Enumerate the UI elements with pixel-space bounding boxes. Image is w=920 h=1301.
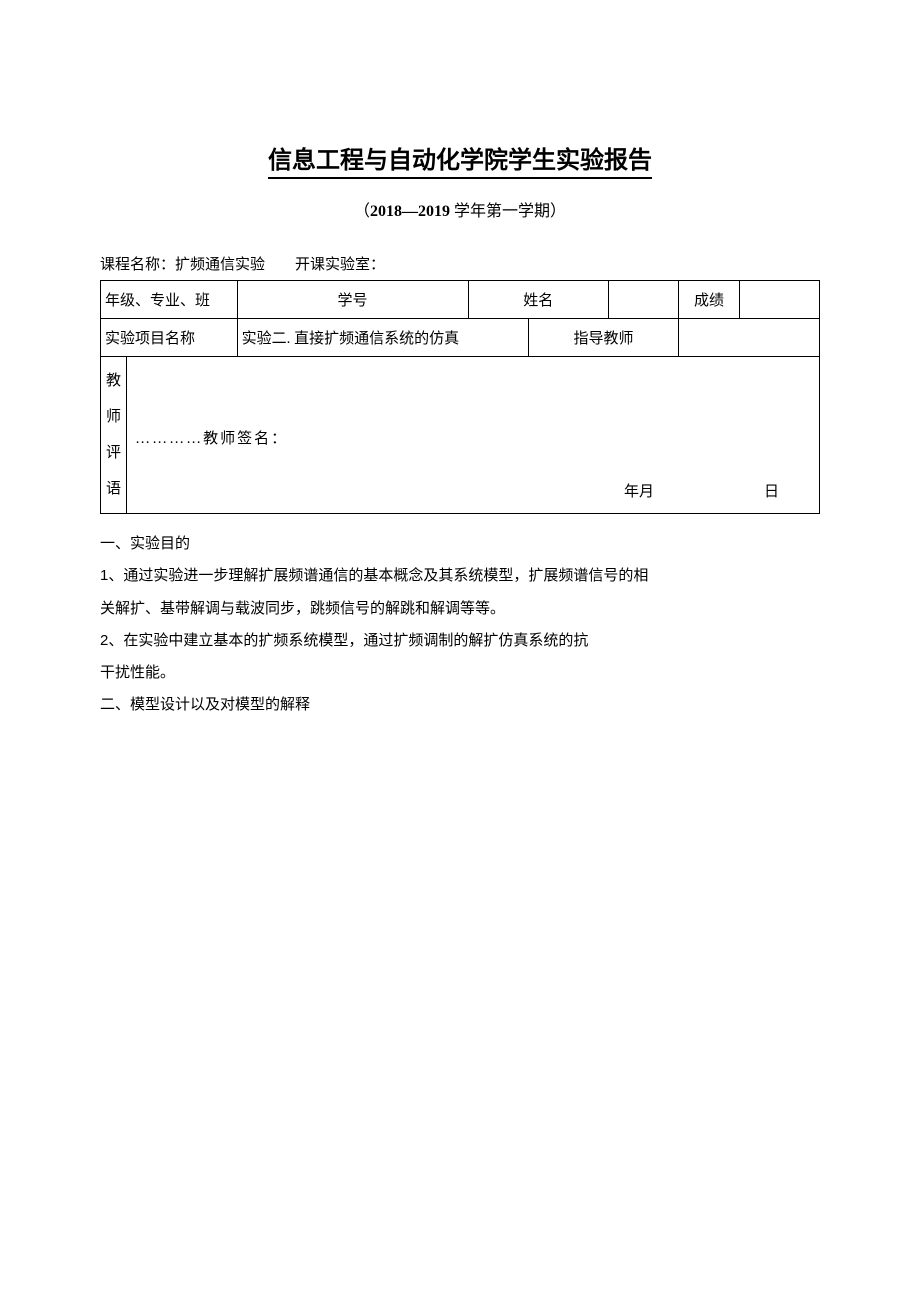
paragraph-text: 、在实验中建立基本的扩频系统模型，通过扩频调制的解扩仿真系统的抗 [108, 633, 588, 649]
cell-comment-label: 教 师 评 语 [101, 357, 127, 514]
cell-advisor-label: 指导教师 [528, 319, 679, 357]
paragraph: 干扰性能。 [100, 657, 820, 689]
lab-label: 开课实验室： [295, 257, 385, 273]
subtitle-suffix: 学年第一学期） [450, 203, 566, 220]
table-row: 年级、专业、班 学号 姓名 成绩 [101, 281, 820, 319]
vchar: 评 [106, 445, 121, 461]
cell-name-label: 姓名 [468, 281, 609, 319]
cell-score-value [739, 281, 819, 319]
cell-project-label: 实验项目名称 [101, 319, 238, 357]
signature-line: …………教师签名： [135, 427, 288, 448]
meta-line: 课程名称：扩频通信实验 开课实验室： [100, 253, 820, 274]
paragraph-text: 、通过实验进一步理解扩展频谱通信的基本概念及其系统模型，扩展频谱信号的相 [108, 568, 648, 584]
subtitle-years: 2018—2019 [370, 203, 450, 220]
subtitle: （2018—2019 学年第一学期） [100, 197, 820, 221]
cell-score-label: 成绩 [679, 281, 739, 319]
subtitle-prefix: （ [354, 203, 370, 220]
vchar: 教 [106, 373, 121, 389]
paragraph: 关解扩、基带解调与载波同步，跳频信号的解跳和解调等等。 [100, 593, 820, 625]
table-row: 教 师 评 语 …………教师签名： 年月 日 [101, 357, 820, 514]
vchar: 语 [106, 481, 121, 497]
date-line: 年月 日 [624, 480, 779, 501]
document-page: 信息工程与自动化学院学生实验报告 （2018—2019 学年第一学期） 课程名称… [0, 0, 920, 1301]
section-2-head: 二、模型设计以及对模型的解释 [100, 689, 820, 721]
paragraph: 2、在实验中建立基本的扩频系统模型，通过扩频调制的解扩仿真系统的抗 [100, 625, 820, 657]
title-wrap: 信息工程与自动化学院学生实验报告 [100, 140, 820, 179]
cell-project-name: 实验二. 直接扩频通信系统的仿真 [237, 319, 528, 357]
report-table: 年级、专业、班 学号 姓名 成绩 实验项目名称 实验二. 直接扩频通信系统的仿真… [100, 280, 820, 514]
course-label: 课程名称： [100, 257, 175, 273]
body-text: 一、实验目的 1、通过实验进一步理解扩展频谱通信的基本概念及其系统模型，扩展频谱… [100, 528, 820, 722]
cell-grade-label: 年级、专业、班 [101, 281, 238, 319]
cell-comment-body: …………教师签名： 年月 日 [127, 357, 820, 514]
cell-studentid-label: 学号 [237, 281, 468, 319]
page-title: 信息工程与自动化学院学生实验报告 [268, 140, 652, 179]
cell-name-value [609, 281, 679, 319]
section-1-head: 一、实验目的 [100, 528, 820, 560]
table-row: 实验项目名称 实验二. 直接扩频通信系统的仿真 指导教师 [101, 319, 820, 357]
paragraph: 1、通过实验进一步理解扩展频谱通信的基本概念及其系统模型，扩展频谱信号的相 [100, 560, 820, 592]
course-name: 扩频通信实验 [175, 257, 265, 273]
date-day: 日 [764, 484, 779, 500]
date-year-month: 年月 [624, 484, 654, 500]
cell-advisor-value [679, 319, 820, 357]
vchar: 师 [106, 409, 121, 425]
